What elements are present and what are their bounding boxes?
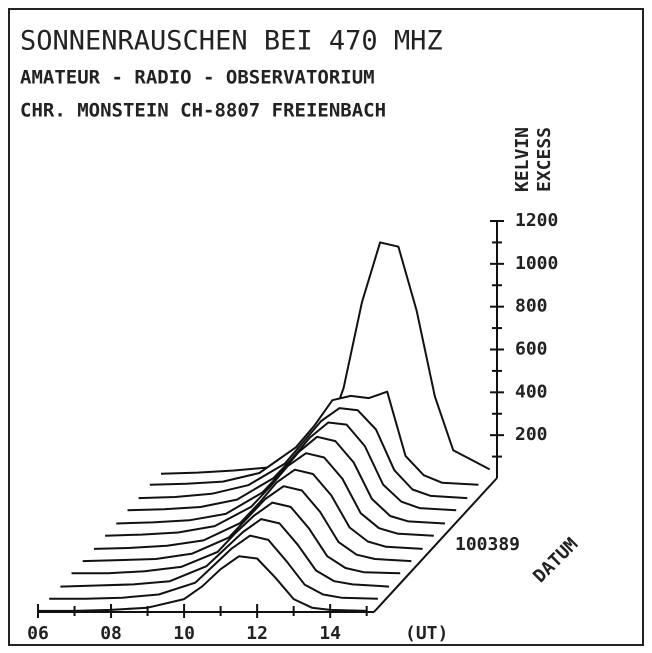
frame xyxy=(8,8,644,646)
trace xyxy=(49,534,378,600)
x-tick-label: 06 xyxy=(27,623,49,644)
trace xyxy=(71,501,401,575)
x-tick-label: 08 xyxy=(100,623,122,644)
trace xyxy=(82,485,412,563)
subtitle: CHR. MONSTEIN CH-8807 FREIENBACH xyxy=(20,100,386,122)
trace-fill xyxy=(49,535,378,600)
trace-fill xyxy=(38,556,367,612)
trace xyxy=(116,435,446,525)
z-axis xyxy=(373,477,498,613)
trace xyxy=(160,241,491,475)
trace xyxy=(127,421,457,512)
trace xyxy=(149,390,479,486)
y-axis-label: KELVIN xyxy=(512,127,533,192)
z-axis-label: DATUM xyxy=(529,534,582,587)
y-axis-label: EXCESS xyxy=(534,127,555,192)
y-tick-label: 1200 xyxy=(515,210,558,231)
trace xyxy=(60,518,390,588)
subtitle: AMATEUR - RADIO - OBSERVATORIUM xyxy=(20,67,375,89)
x-tick-label: 14 xyxy=(319,623,341,644)
x-axis-label: (UT) xyxy=(405,623,448,644)
trace xyxy=(93,468,423,550)
chart-title: SONNENRAUSCHEN BEI 470 MHZ xyxy=(20,26,443,57)
y-tick-label: 400 xyxy=(515,381,548,402)
z-tick-label: 100389 xyxy=(455,534,520,555)
trace-fill xyxy=(60,519,390,588)
y-tick-label: 600 xyxy=(515,339,548,360)
trace xyxy=(38,555,367,612)
y-tick-label: 800 xyxy=(515,296,548,317)
x-tick-label: 12 xyxy=(246,623,268,644)
y-tick-label: 200 xyxy=(515,424,548,445)
y-tick-label: 1000 xyxy=(515,253,558,274)
x-tick-label: 10 xyxy=(173,623,195,644)
trace xyxy=(105,452,434,537)
trace-fill xyxy=(161,242,490,478)
trace xyxy=(138,407,468,500)
